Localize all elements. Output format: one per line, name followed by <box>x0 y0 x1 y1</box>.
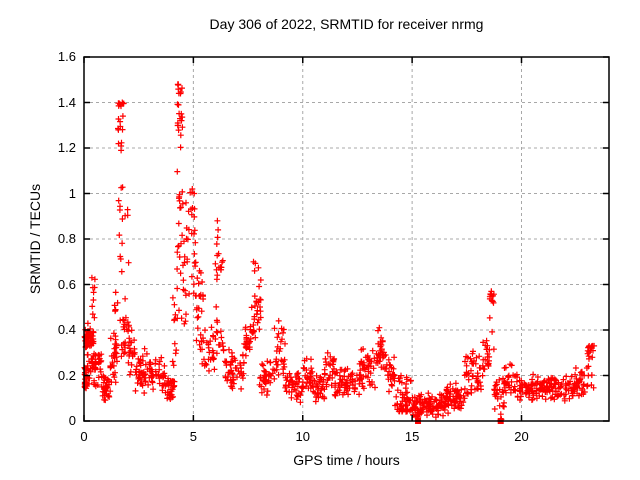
y-tick-label: 0 <box>68 413 76 428</box>
y-tick-label: 0.6 <box>57 276 76 292</box>
x-tick-label: 15 <box>404 429 420 444</box>
y-tick-label: 1.4 <box>57 94 76 110</box>
x-tick-label: 0 <box>80 429 88 444</box>
chart-title: Day 306 of 2022, SRMTID for receiver nrm… <box>209 16 484 32</box>
y-tick-label: 1.2 <box>57 140 76 155</box>
x-tick-label: 10 <box>295 429 310 444</box>
y-tick-label: 1 <box>68 185 76 201</box>
y-tick-label: 0.8 <box>57 231 76 246</box>
y-tick-label: 0.2 <box>57 367 76 383</box>
x-tick-label: 20 <box>514 429 529 444</box>
data-points <box>81 81 598 424</box>
x-axis-label: GPS time / hours <box>293 452 400 468</box>
x-tick-label: 5 <box>189 429 197 444</box>
y-tick-label: 1.6 <box>57 49 76 64</box>
y-tick-label: 0.4 <box>57 322 76 337</box>
